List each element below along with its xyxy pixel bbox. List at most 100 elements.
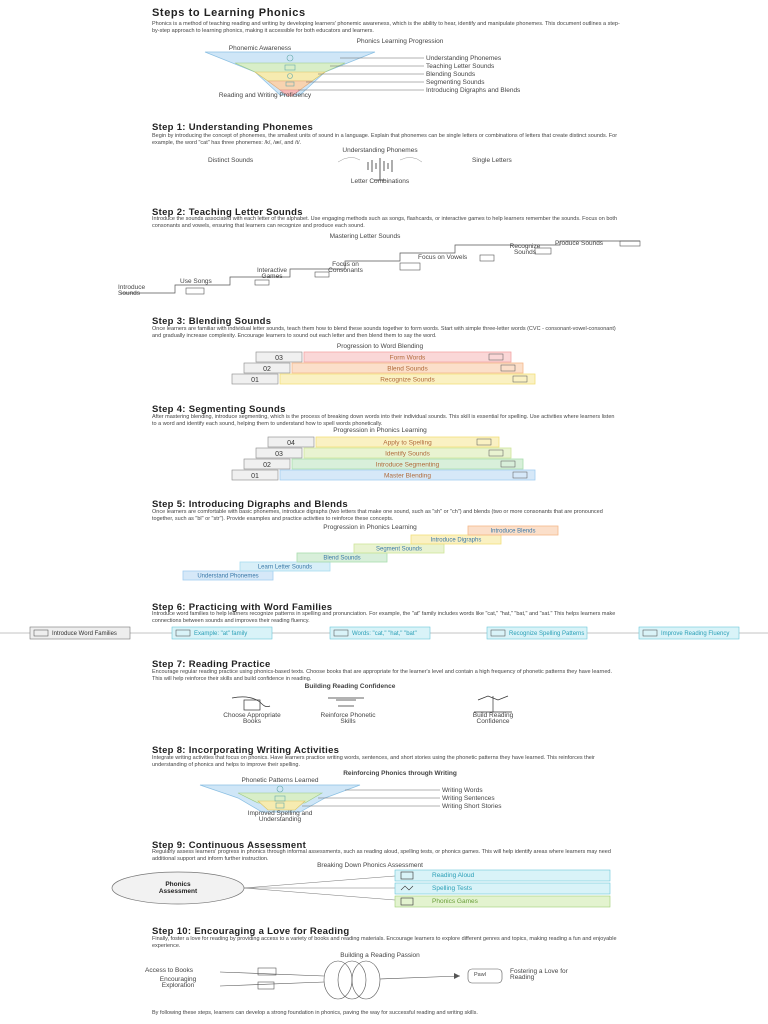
step4-level-bar xyxy=(303,447,512,459)
step6-flow-box xyxy=(329,626,431,640)
step4-level-bar xyxy=(291,458,524,470)
funnel1-item: Blending Sounds xyxy=(426,71,476,78)
step4-level-tab xyxy=(267,436,315,448)
step5-diagram-title: Progression in Phonics Learning xyxy=(323,524,417,531)
step7-item: Reinforce Phonetic Skills xyxy=(320,712,376,725)
step6-paragraph: Introduce word families to help learners… xyxy=(152,611,616,624)
step4-level-bar xyxy=(315,436,500,448)
step10-right-label: Fostering a Love for Reading xyxy=(510,968,568,981)
step6-flow-icon xyxy=(333,629,349,637)
step1-left-label: Distinct Sounds xyxy=(208,157,254,164)
step4-level-label: Apply to Spelling xyxy=(383,439,432,446)
step1-diagram-title: Understanding Phonemes xyxy=(342,147,418,154)
step4-level-tab xyxy=(231,469,279,481)
step7-item: Build Reading Confidence xyxy=(472,712,514,725)
step8-item: Writing Words xyxy=(442,787,483,794)
step5-paragraph: Once learners are comfortable with basic… xyxy=(152,509,603,522)
step2-heading: Step 2: Teaching Letter Sounds xyxy=(152,207,303,218)
step5-stair-label: Segment Sounds xyxy=(376,546,422,552)
step2-paragraph: Introduce the sounds associated with eac… xyxy=(152,216,618,229)
step5-heading: Step 5: Introducing Digraphs and Blends xyxy=(152,499,348,510)
step3-level-bar xyxy=(279,373,536,385)
step8-bottom-label: Improved Spelling and Understanding xyxy=(247,810,313,823)
step7-heading: Step 7: Reading Practice xyxy=(152,659,271,670)
step4-level-label: Introduce Segmenting xyxy=(376,461,440,468)
step1-right-label: Single Letters xyxy=(472,157,512,164)
step10-left-item: Access to Books xyxy=(145,967,194,974)
step4-level-icon xyxy=(488,449,504,457)
step3-level-bar xyxy=(303,351,512,363)
step4-level-icon xyxy=(500,460,516,468)
step3-level-tab xyxy=(231,373,279,385)
step6-flow-icon xyxy=(33,629,49,637)
step6-flow-icon xyxy=(490,629,506,637)
step5-stair xyxy=(353,543,445,554)
step8-paragraph: Integrate writing activities that focus … xyxy=(152,755,595,768)
step6-flow-box xyxy=(638,626,740,640)
step3-level-number: 02 xyxy=(263,366,271,373)
page-title: Steps to Learning Phonics xyxy=(152,7,306,19)
step10-left-item: Encouraging Exploration xyxy=(159,976,197,989)
step6-heading: Step 6: Practicing with Word Families xyxy=(152,602,333,613)
step9-item: Phonics Games xyxy=(432,898,478,905)
step4-level-number: 01 xyxy=(251,473,259,480)
step5-stair xyxy=(467,525,559,536)
step3-diagram-title: Progression to Word Blending xyxy=(336,343,424,350)
step2-stair-label: Introduce Sounds xyxy=(118,284,146,297)
step6-flow-label: Recognize Spelling Patterns xyxy=(509,631,584,637)
step2-stair-label: Focus on Consonants xyxy=(328,261,363,274)
step9-item: Spelling Tests xyxy=(432,885,472,892)
step5-stair xyxy=(182,570,274,581)
step9-diagram-title: Breaking Down Phonics Assessment xyxy=(317,862,423,869)
step4-level-tab xyxy=(243,458,291,470)
step3-level-icon xyxy=(512,375,528,383)
step2-stair-label: Recognize Sounds xyxy=(509,243,541,256)
step5-stair xyxy=(410,534,502,545)
step5-stair-label: Blend Sounds xyxy=(323,555,360,561)
step8-top-label: Phonetic Patterns Learned xyxy=(241,777,319,784)
step2-diagram-title: Mastering Letter Sounds xyxy=(329,233,401,240)
step3-level-label: Recognize Sounds xyxy=(380,376,435,383)
step5-stair-label: Introduce Digraphs xyxy=(431,537,482,543)
step5-stair-label: Learn Letter Sounds xyxy=(258,564,312,570)
conclusion-paragraph: By following these steps, learners can d… xyxy=(152,1010,478,1016)
step8-heading: Step 8: Incorporating Writing Activities xyxy=(152,745,340,756)
step4-heading: Step 4: Segmenting Sounds xyxy=(152,404,286,415)
step3-level-label: Blend Sounds xyxy=(387,365,428,372)
step3-heading: Step 3: Blending Sounds xyxy=(152,316,272,327)
intro-paragraph: Phonics is a method of teaching reading … xyxy=(152,21,620,34)
step6-flow-label: Introduce Word Families xyxy=(52,631,117,637)
step5-stair xyxy=(239,561,331,572)
step5-stair-label: Introduce Blends xyxy=(490,528,535,534)
funnel1-top-label: Phonemic Awareness xyxy=(228,45,292,52)
step6-flow-icon xyxy=(642,629,658,637)
step1-heading: Step 1: Understanding Phonemes xyxy=(152,122,314,133)
funnel1-item: Segmenting Sounds xyxy=(426,79,485,86)
step4-level-tab xyxy=(255,447,303,459)
step3-level-icon xyxy=(500,364,516,372)
step9-heading: Step 9: Continuous Assessment xyxy=(152,840,307,851)
step6-flow-label: Improve Reading Fluency xyxy=(661,631,729,637)
step3-level-bar xyxy=(291,362,524,374)
step3-level-number: 01 xyxy=(251,377,259,384)
step10-heading: Step 10: Encouraging a Love for Reading xyxy=(152,926,350,937)
step10-diagram-title: Building a Reading Passion xyxy=(340,952,420,959)
step4-level-number: 04 xyxy=(287,440,295,447)
step4-level-label: Identify Sounds xyxy=(385,450,431,457)
step3-level-tab xyxy=(243,362,291,374)
step3-level-number: 03 xyxy=(275,355,283,362)
step4-level-number: 03 xyxy=(275,451,283,458)
step3-level-tab xyxy=(255,351,303,363)
step7-paragraph: Encourage regular reading practice using… xyxy=(152,669,612,682)
step2-stair-label: Focus on Vowels xyxy=(418,254,468,261)
step4-level-bar xyxy=(279,469,536,481)
step4-level-icon xyxy=(476,438,492,446)
step4-diagram-title: Progression in Phonics Learning xyxy=(333,427,427,434)
step8-diagram-title: Reinforcing Phonics through Writing xyxy=(343,770,457,777)
step9-center-label: Phonics Assessment xyxy=(158,881,198,895)
funnel1-item: Introducing Digraphs and Blends xyxy=(426,87,521,94)
step4-level-icon xyxy=(512,471,528,479)
step4-level-number: 02 xyxy=(263,462,271,469)
step6-flow-box xyxy=(171,626,273,640)
funnel1-title: Phonics Learning Progression xyxy=(356,38,444,45)
